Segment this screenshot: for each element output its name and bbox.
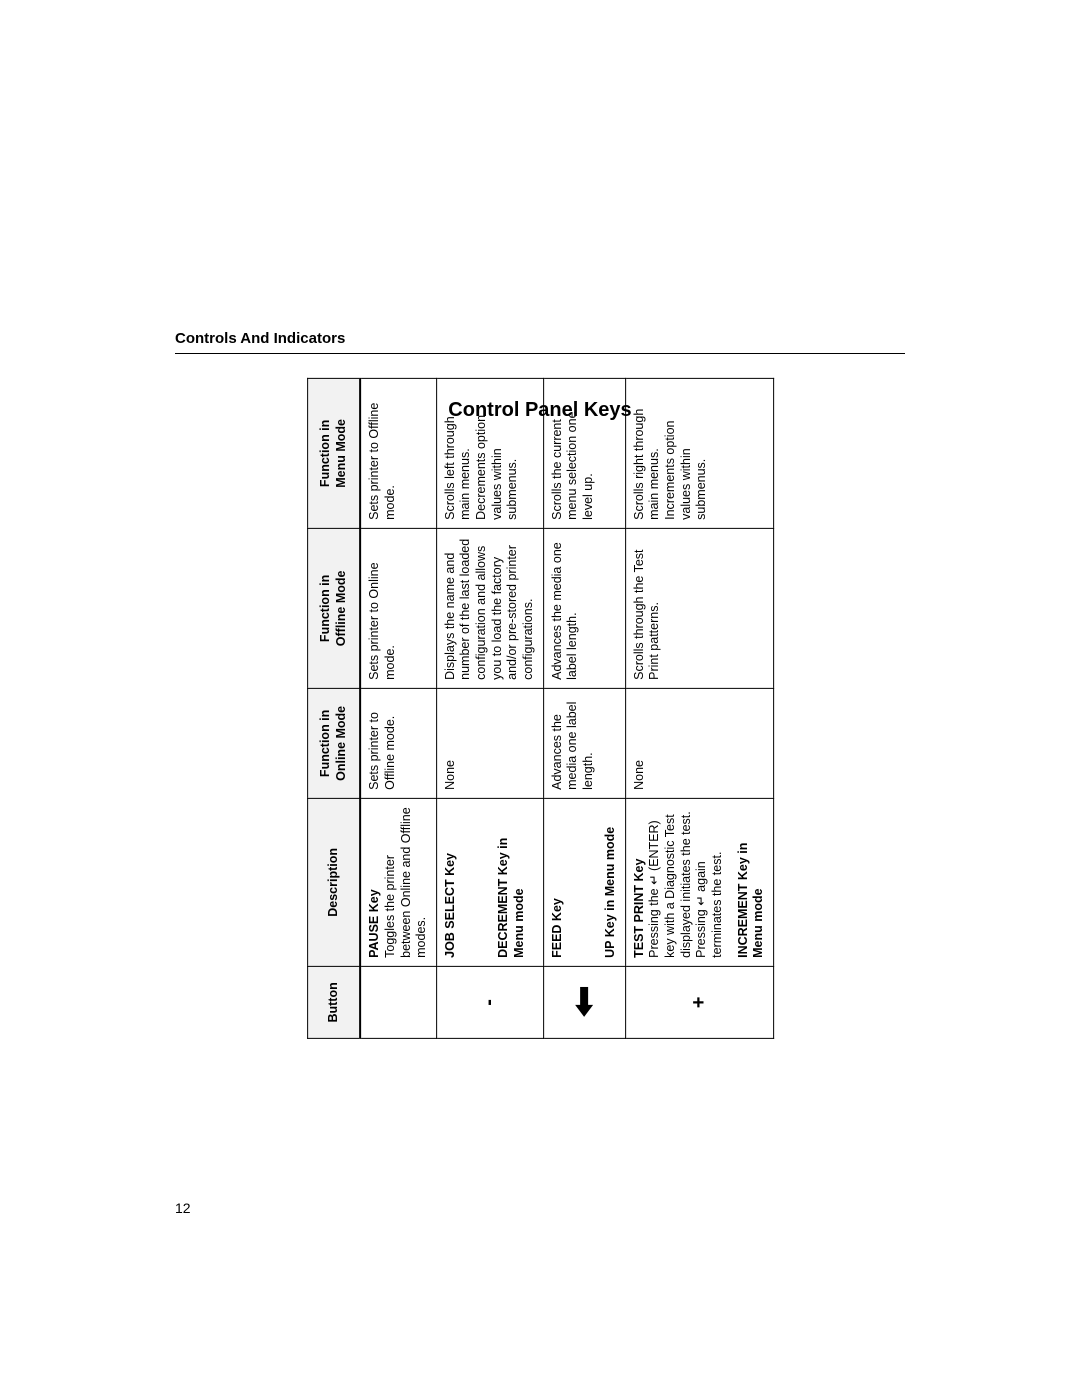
- page-content: Controls And Indicators Control Panel Ke…: [175, 330, 905, 967]
- offline-cell: Advances the media one label length.: [543, 528, 625, 688]
- table-row: PAUSE Key Toggles the printer between On…: [360, 378, 436, 1038]
- table-row: FEED Key UP Key in Menu mode Advances th…: [543, 378, 625, 1038]
- desc-title: JOB SELECT Key: [442, 853, 456, 958]
- menu-cell: Scrolls left through main menus.Decremen…: [436, 378, 543, 528]
- col-header-button: Button: [307, 966, 360, 1038]
- button-cell-plus: +: [625, 966, 773, 1038]
- online-cell: Sets printer to Offline mode.: [360, 688, 436, 798]
- description-cell: PAUSE Key Toggles the printer between On…: [360, 798, 436, 966]
- section-header: Controls And Indicators: [175, 330, 905, 354]
- online-cell: None: [436, 688, 543, 798]
- col-header-menu: Function inMenu Mode: [307, 378, 360, 528]
- button-cell-pause: [360, 966, 436, 1038]
- minus-icon: -: [478, 999, 500, 1006]
- desc-title: FEED Key: [549, 898, 563, 958]
- menu-cell: Scrolls right through main menus.Increme…: [625, 378, 773, 528]
- col-header-offline: Function inOffline Mode: [307, 528, 360, 688]
- left-arrow-icon: [575, 987, 593, 1017]
- desc-body: Toggles the printer between Online and O…: [383, 807, 428, 958]
- plus-icon: +: [687, 997, 709, 1009]
- table-container: Button Description Function inOnline Mod…: [175, 450, 905, 967]
- button-cell-minus: -: [436, 966, 543, 1038]
- online-cell: None: [625, 688, 773, 798]
- control-panel-keys-table: Button Description Function inOnline Mod…: [307, 378, 774, 1039]
- offline-cell: Displays the name and number of the last…: [436, 528, 543, 688]
- description-cell: TEST PRINT Key Pressing the ↵ (ENTER) ke…: [625, 798, 773, 966]
- table-row: + TEST PRINT Key Pressing the ↵ (ENTER) …: [625, 378, 773, 1038]
- page-number: 12: [175, 1200, 191, 1216]
- menu-cell: Sets printer to Offline mode.: [360, 378, 436, 528]
- offline-cell: Scrolls through the Test Print patterns.: [625, 528, 773, 688]
- desc-title: PAUSE Key: [367, 889, 381, 958]
- desc-title: INCREMENT Key in Menu mode: [735, 843, 765, 958]
- offline-cell: Sets printer to Online mode.: [360, 528, 436, 688]
- desc-title: DECREMENT Key in Menu mode: [496, 838, 526, 958]
- description-cell: JOB SELECT Key DECREMENT Key in Menu mod…: [436, 798, 543, 966]
- col-header-description: Description: [307, 798, 360, 966]
- desc-title: TEST PRINT Key: [631, 859, 645, 958]
- button-cell-arrow: [543, 966, 625, 1038]
- rotated-wrapper: Button Description Function inOnline Mod…: [307, 378, 774, 1039]
- desc-title: UP Key in Menu mode: [603, 827, 617, 958]
- table-header-row: Button Description Function inOnline Mod…: [307, 378, 360, 1038]
- col-header-online: Function inOnline Mode: [307, 688, 360, 798]
- online-cell: Advances the media one label length.: [543, 688, 625, 798]
- table-row: - JOB SELECT Key DECREMENT Key in Menu m…: [436, 378, 543, 1038]
- description-cell: FEED Key UP Key in Menu mode: [543, 798, 625, 966]
- menu-cell: Scrolls the current menu selection one l…: [543, 378, 625, 528]
- desc-body: Pressing the ↵ (ENTER) key with a Diagno…: [647, 811, 724, 958]
